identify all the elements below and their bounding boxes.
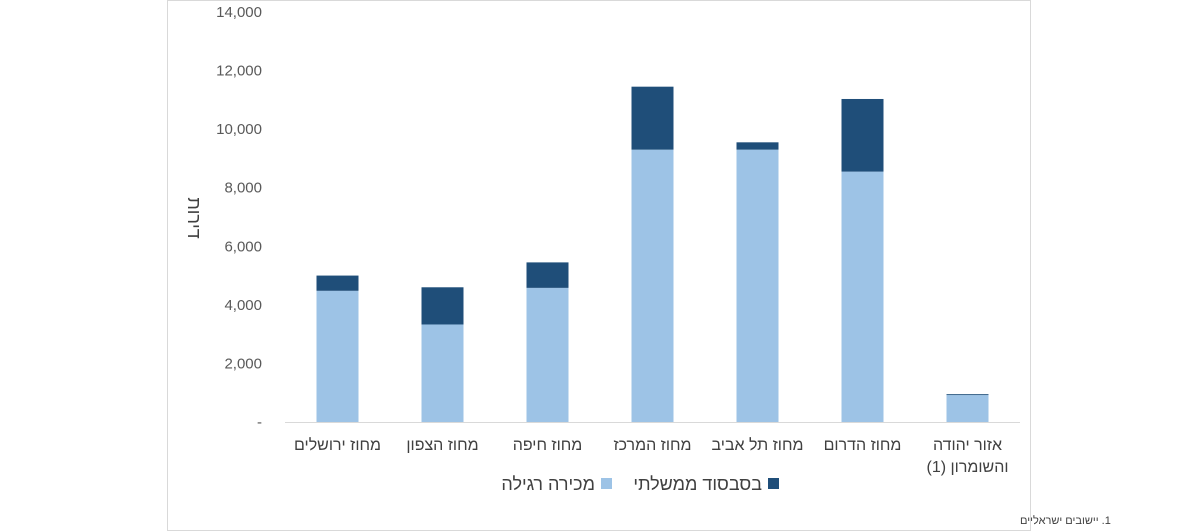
bar-government-subsidy (946, 394, 989, 396)
y-axis: - 2,000 4,000 6,000 8,000 10,000 12,000 14,000 (216, 4, 262, 431)
bar-regular-sale (526, 287, 569, 422)
y-tick-label: 6,000 (224, 238, 262, 255)
x-category-label: אזור יהודה (933, 437, 1002, 454)
bar-regular-sale (316, 290, 359, 422)
y-tick-label: 14,000 (216, 4, 262, 21)
bar-regular-sale (631, 149, 674, 422)
y-tick-label: 4,000 (224, 297, 262, 314)
footnote: 1. יישובים ישראליים (1020, 514, 1111, 527)
x-category-label: מחוז הדרום (824, 437, 902, 454)
legend-item-regular-sale: מכירה רגילה (501, 474, 595, 494)
y-tick-label: 10,000 (216, 121, 262, 138)
bar-government-subsidy (526, 262, 569, 288)
bar-regular-sale (946, 395, 989, 422)
legend-item-government-subsidy: בסבסוד ממשלתי (633, 474, 762, 494)
y-tick-label: - (257, 414, 262, 431)
bar-government-subsidy (316, 275, 359, 291)
legend-swatch (601, 478, 612, 489)
x-category-label: והשומרון (1) (927, 459, 1009, 476)
bars (316, 86, 989, 422)
bar-regular-sale (421, 324, 464, 422)
chart-frame (167, 0, 1031, 531)
y-axis-label: דירות (184, 197, 204, 238)
x-category-label: מחוז חיפה (513, 437, 583, 454)
x-category-label: מחוז ירושלים (294, 436, 381, 454)
x-category-label: מחוז תל אביב (712, 436, 804, 454)
bar-government-subsidy (736, 142, 779, 150)
x-axis: מחוז ירושלים מחוז הצפון מחוז חיפה מחוז המרכ… (285, 422, 1020, 476)
x-category-label: מחוז המרכז (613, 437, 691, 454)
y-tick-label: 2,000 (224, 355, 262, 372)
bar-regular-sale (736, 149, 779, 422)
bar-government-subsidy (631, 86, 674, 150)
legend-swatch (768, 478, 779, 489)
y-tick-label: 12,000 (216, 63, 262, 80)
bar-government-subsidy (841, 98, 884, 172)
bar-government-subsidy (421, 287, 464, 325)
bar-regular-sale (841, 171, 884, 422)
y-tick-label: 8,000 (224, 180, 262, 197)
x-category-label: מחוז הצפון (406, 437, 478, 454)
legend: בסבסוד ממשלתי מכירה רגילה (501, 474, 779, 494)
